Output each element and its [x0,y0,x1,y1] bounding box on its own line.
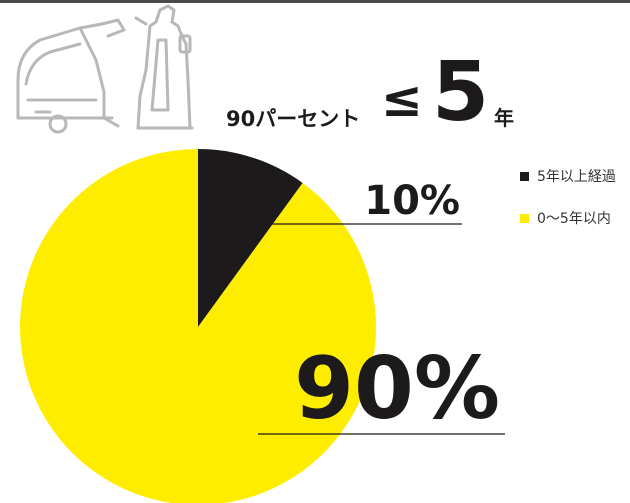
floor-scrubber-icon [16,18,126,134]
pie-slices [20,149,376,503]
pie-slice-1 [20,149,376,503]
legend-item-over-5-years: 5年以上経過 [520,166,616,186]
headline-number: 5 [432,45,490,140]
data-label-small-slice: 10% [364,178,460,224]
legend-label: 5年以上経過 [537,169,616,185]
upright-vacuum-icon [134,4,194,130]
pie-slice-0 [198,149,303,327]
legend-swatch-dark [520,171,529,181]
legend-swatch-yellow [520,213,529,223]
headline-le-sign: ≤ [381,70,423,128]
headline-unit: 年 [494,106,514,130]
legend: 5年以上経過 0〜5年以内 [520,166,616,250]
headline-prefix: 90パーセント [226,107,361,131]
legend-item-within-5-years: 0〜5年以内 [520,208,616,228]
legend-label: 0〜5年以内 [537,211,611,227]
data-label-large-slice: 90% [294,339,500,439]
machine-icons [16,4,194,134]
top-rule [0,0,630,3]
